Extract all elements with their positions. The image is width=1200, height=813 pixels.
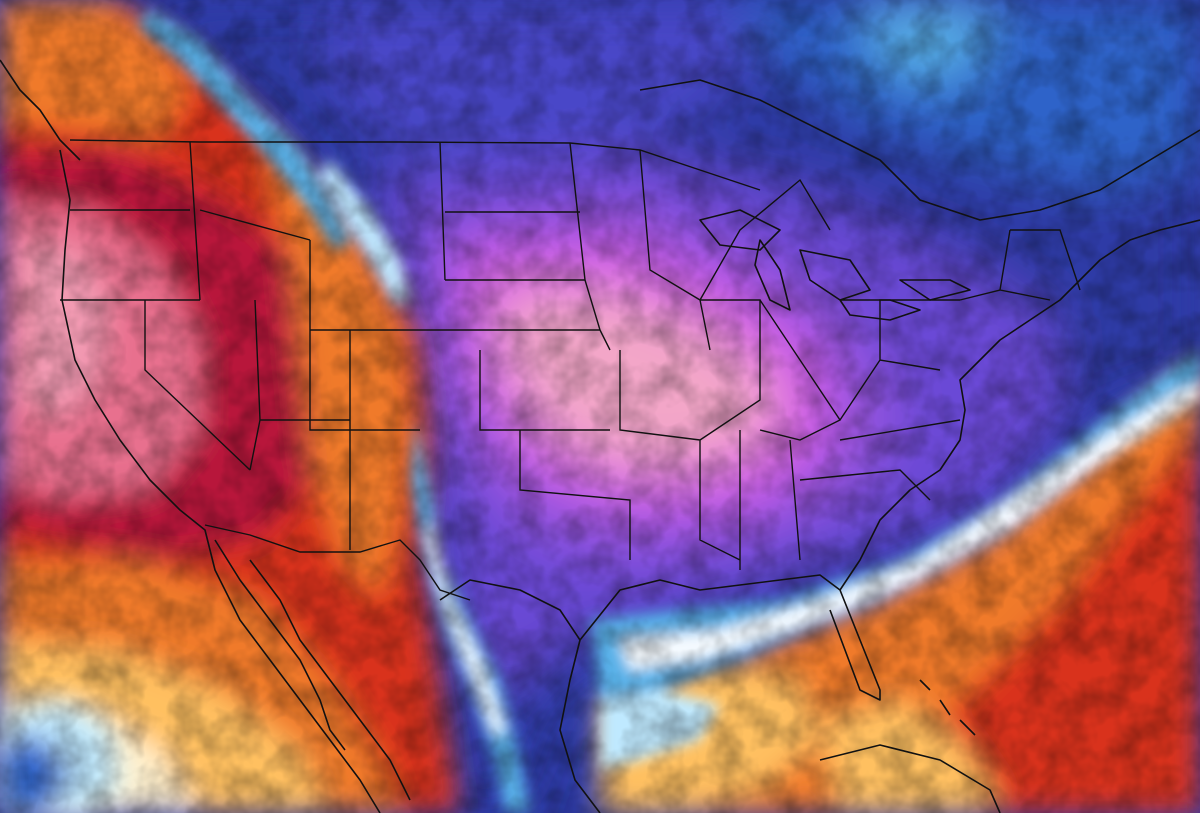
mexico-west-coastline [249, 559, 411, 801]
bahamas-islands [919, 679, 976, 736]
atlantic-coastline [839, 219, 1200, 591]
state-borders [60, 139, 1081, 601]
baja-coastline [214, 539, 346, 751]
canada-coastline [0, 59, 1200, 221]
pacific-coastline [59, 149, 381, 813]
gulf-coastline [439, 574, 881, 813]
great-lakes [699, 209, 971, 321]
coastlines [0, 59, 1200, 813]
cuba-coastline [819, 744, 1001, 813]
us-mexico-border [204, 524, 471, 601]
state-lines [60, 141, 1081, 570]
